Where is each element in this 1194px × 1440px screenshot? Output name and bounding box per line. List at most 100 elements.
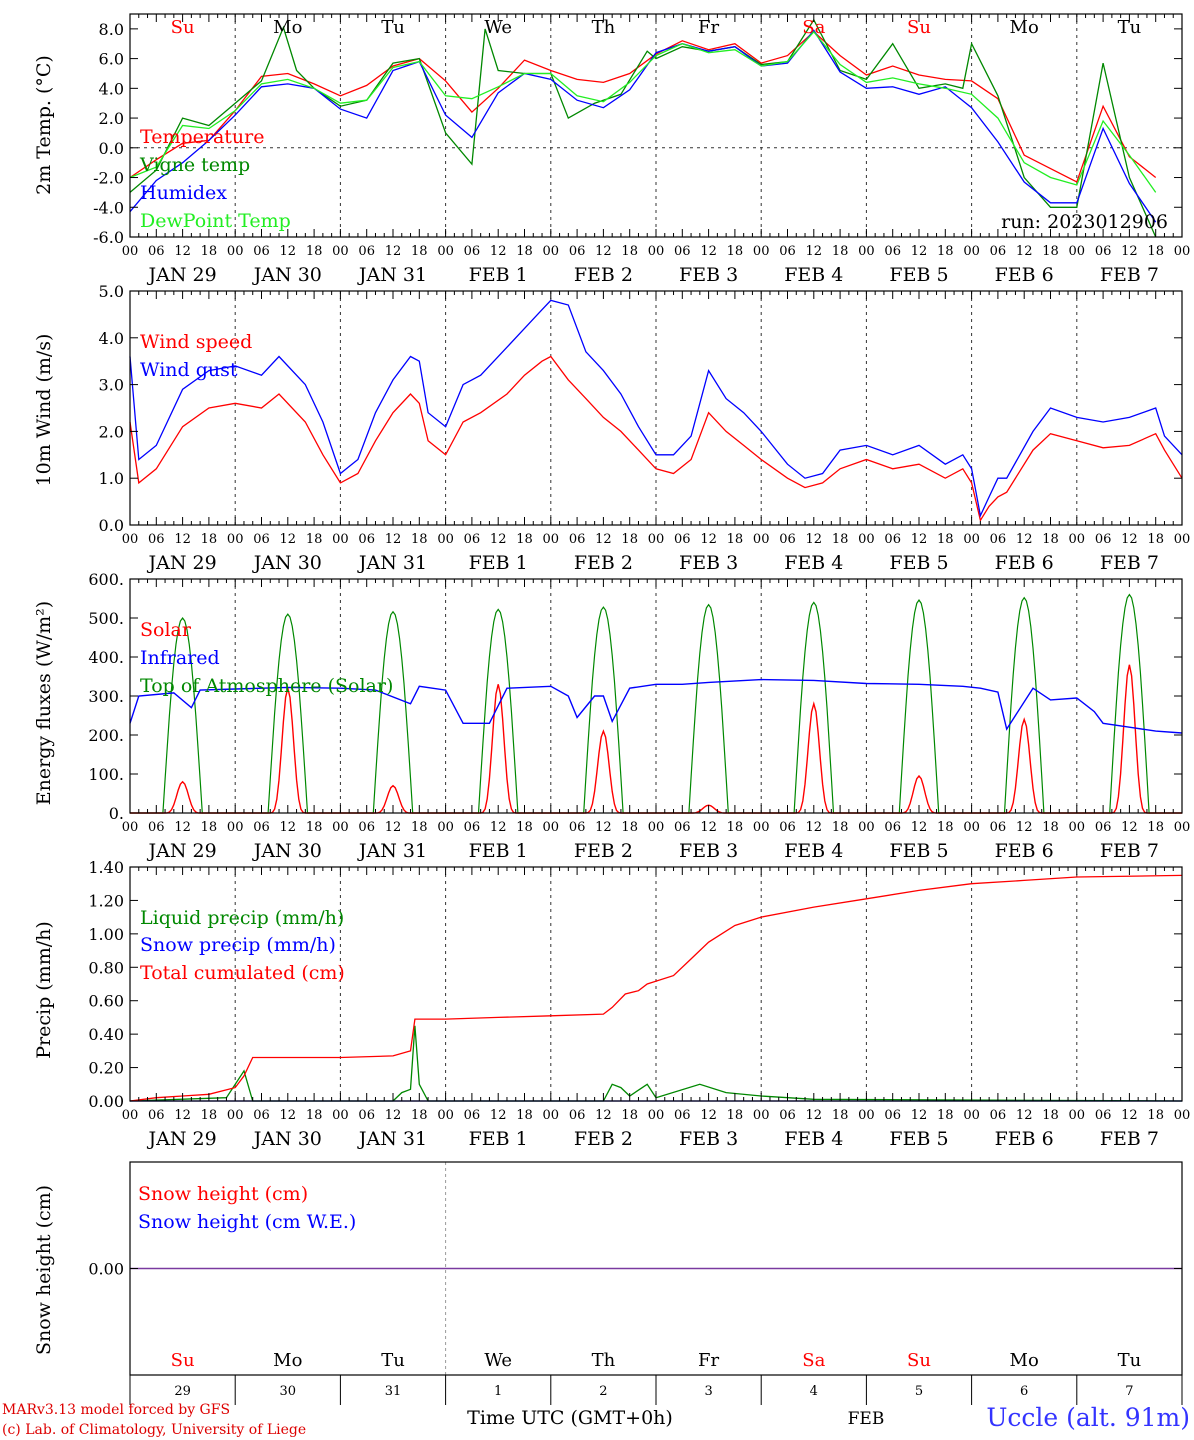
hour-tick-label: 18 [832,820,849,835]
series-line [129,29,1157,223]
y-tick-label: 600. [88,570,124,589]
date-label: JAN 30 [252,1128,322,1150]
date-label: FEB 5 [889,840,948,862]
hour-tick-label: 06 [1095,532,1112,547]
hour-tick-label: 18 [306,532,323,547]
y-tick-label: 2.0 [99,422,124,441]
hour-tick-label: 00 [227,244,244,259]
date-label: FEB 1 [469,552,528,574]
hour-tick-label: 00 [227,820,244,835]
footer-copyright-line: (c) Lab. of Climatology, University of L… [2,1422,306,1438]
hour-tick-label: 18 [621,244,638,259]
date-label: FEB 7 [1100,552,1159,574]
hour-tick-label: 18 [832,1108,849,1123]
day-of-week-label: Mo [1010,17,1039,38]
station-label: Uccle (alt. 91m) [986,1403,1190,1432]
hour-tick-label: 06 [884,244,901,259]
hour-tick-label: 12 [806,1108,823,1123]
hour-tick-label: 06 [990,244,1007,259]
hour-tick-label: 12 [1016,820,1033,835]
hour-tick-label: 00 [963,244,980,259]
hour-tick-label: 00 [543,532,560,547]
hour-tick-label: 12 [280,244,297,259]
day-number-label: 30 [280,1384,297,1399]
y-tick-label: 4.0 [99,79,124,98]
legend-wind-gust: Wind gust [140,359,238,381]
footer-model-line: MARv3.13 model forced by GFS [2,1402,230,1418]
hour-tick-label: 00 [753,244,770,259]
hour-tick-label: 18 [516,820,533,835]
precip-y-label: Precip (mm/h) [33,921,55,1059]
hour-tick-label: 12 [806,532,823,547]
legend-snow-height: Snow height (cm) [138,1183,308,1205]
date-label: FEB 3 [679,264,738,286]
hour-tick-label: 06 [779,532,796,547]
hour-tick-label: 12 [595,820,612,835]
hour-tick-label: 06 [779,1108,796,1123]
hour-tick-label: 00 [963,1108,980,1123]
hour-tick-label: 12 [806,820,823,835]
hour-tick-label: 18 [1042,532,1059,547]
hour-tick-label: 18 [306,820,323,835]
y-tick-label: 200. [88,726,124,745]
month-label: FEB [848,1409,885,1429]
hour-tick-label: 06 [148,532,165,547]
day-of-week-label: Fr [698,17,719,38]
hour-tick-label: 00 [122,1108,139,1123]
y-tick-label: 1.0 [99,469,124,488]
day-number-label: 3 [704,1384,712,1399]
legend-solar: Solar [140,619,192,641]
hour-tick-label: 00 [963,820,980,835]
series-line-infrared [129,678,1183,734]
hour-tick-label: 18 [516,244,533,259]
hour-tick-label: 18 [727,820,744,835]
y-tick-label: 0.0 [99,139,124,158]
hour-tick-label: 12 [700,244,717,259]
hour-tick-label: 12 [1016,532,1033,547]
y-tick-label: 5.0 [99,282,124,301]
hour-tick-label: 00 [437,244,454,259]
hour-tick-label: 12 [911,244,928,259]
hour-tick-label: 00 [332,820,349,835]
hour-tick-label: 12 [385,244,402,259]
date-label: JAN 29 [147,840,217,862]
y-tick-label: 1.20 [88,891,124,910]
date-label: JAN 30 [252,552,322,574]
day-number-label: 31 [385,1384,402,1399]
hour-tick-label: 12 [595,244,612,259]
hour-tick-label: 12 [385,820,402,835]
hour-tick-label: 12 [174,244,191,259]
hour-tick-label: 12 [911,532,928,547]
hour-tick-label: 00 [648,532,665,547]
date-label: FEB 2 [574,1128,633,1150]
hour-tick-label: 00 [543,1108,560,1123]
legend-vigne-temp: Vigne temp [139,154,250,176]
precip-panel: Precip (mm/h) 0.00 0.20 0.40 0.60 0.80 1.00 1.… [33,858,1190,1150]
hour-tick-label: 18 [201,244,218,259]
hour-tick-label: 06 [674,820,691,835]
date-label: JAN 31 [357,552,427,574]
y-tick-label: 0.00 [88,1260,124,1279]
hour-tick-label: 00 [753,532,770,547]
hour-tick-label: 00 [122,820,139,835]
legend-temperature: Temperature [140,126,264,148]
y-tick-label: 400. [88,648,124,667]
hour-tick-label: 00 [332,532,349,547]
hour-tick-label: 18 [727,532,744,547]
hour-tick-label: 06 [569,244,586,259]
hour-tick-label: 18 [832,532,849,547]
legend-dewpoint: DewPoint Temp [140,210,291,232]
legend-humidex: Humidex [140,182,227,204]
hour-tick-label: 06 [358,244,375,259]
hour-tick-label: 12 [1121,1108,1138,1123]
day-of-week-label: Mo [1010,1350,1039,1371]
hour-tick-label: 00 [1069,1108,1086,1123]
hour-tick-label: 18 [1147,820,1164,835]
hour-tick-label: 06 [884,1108,901,1123]
hour-tick-label: 12 [1121,244,1138,259]
hour-tick-label: 12 [595,532,612,547]
hour-tick-label: 18 [201,820,218,835]
date-label: JAN 31 [357,1128,427,1150]
date-label: FEB 5 [889,552,948,574]
date-label: FEB 7 [1100,264,1159,286]
